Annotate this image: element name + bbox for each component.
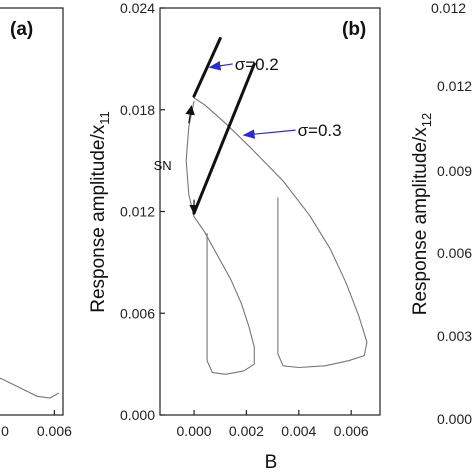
panel-b-label: (b): [342, 19, 366, 40]
y-tick-label: 0.006: [120, 305, 155, 321]
sigma-pointer-arrow: [208, 61, 233, 71]
y-axis-title-b-subscript: 11: [97, 111, 112, 125]
sigma-label: σ=0.3: [298, 121, 342, 140]
svg-text:Response amplitude/x12: Response amplitude/x12: [410, 113, 434, 315]
panel-b-x-ticks: 0.000 0.002 0.004 0.006: [177, 410, 369, 439]
panel-a: (a) 0.006 0: [0, 7, 72, 439]
y-axis-title-c: Response amplitude/x: [410, 127, 431, 315]
x-tick-label-partial: 0: [1, 423, 9, 439]
panel-b-annotations: σ=0.2 σ=0.3 SN: [154, 55, 342, 215]
x-tick-label: 0.006: [37, 423, 72, 439]
panel-b: (b) 0.000 0.006 0.012 0.018 0.024 0.000 0.002…: [88, 0, 381, 473]
svg-text:Response amplitude/x11: Response amplitude/x11: [88, 111, 112, 313]
bold-branch-line: [192, 62, 256, 215]
panel-c-tick-top: 0.012: [431, 0, 466, 16]
response-curve: [193, 97, 368, 369]
y-tick-label: 0.024: [120, 0, 155, 16]
y-axis-title-c-subscript: 12: [419, 113, 434, 127]
panel-c: 0.012 0.012 0.009 0.006 0.003 0.000 Resp…: [410, 0, 472, 427]
panel-a-plot: [0, 377, 59, 399]
x-tick-label: 0.004: [281, 423, 316, 439]
panel-c-tick-bottom: 0.000: [437, 411, 472, 427]
x-axis-title-b: B: [265, 452, 278, 473]
response-curve: [0, 377, 59, 399]
y-tick-label: 0.018: [120, 102, 155, 118]
sigma-pointer-arrow: [242, 129, 296, 139]
response-curve: [193, 216, 255, 375]
panel-c-y-axis-title: Response amplitude/x12: [410, 113, 434, 315]
sn-label: SN: [154, 158, 172, 173]
x-tick-label: 0.002: [229, 423, 264, 439]
sigma-label: σ=0.2: [235, 55, 279, 74]
panel-c-tick-012: 0.012: [437, 78, 472, 94]
panel-c-tick-009: 0.009: [437, 163, 472, 179]
x-tick-label: 0.000: [177, 423, 212, 439]
y-axis-title-b: Response amplitude/x: [88, 124, 109, 312]
panel-c-tick-003: 0.003: [437, 328, 472, 344]
response-curve: [185, 100, 195, 218]
panel-b-plot: [185, 37, 368, 375]
panel-b-y-axis-title: Response amplitude/x11: [88, 111, 112, 313]
panel-b-y-ticks: 0.000 0.006 0.012 0.018 0.024: [120, 0, 165, 423]
panel-a-x-ticks: 0.006 0: [1, 410, 72, 439]
panel-a-label: (a): [10, 19, 33, 40]
panel-a-frame: [0, 7, 64, 416]
bold-branch-line: [192, 37, 222, 98]
y-tick-label: 0.012: [120, 204, 155, 220]
y-tick-label: 0.000: [120, 407, 155, 423]
jump-up-arrow: [185, 105, 195, 124]
x-tick-label: 0.006: [334, 423, 369, 439]
panel-c-tick-006: 0.006: [437, 245, 472, 261]
